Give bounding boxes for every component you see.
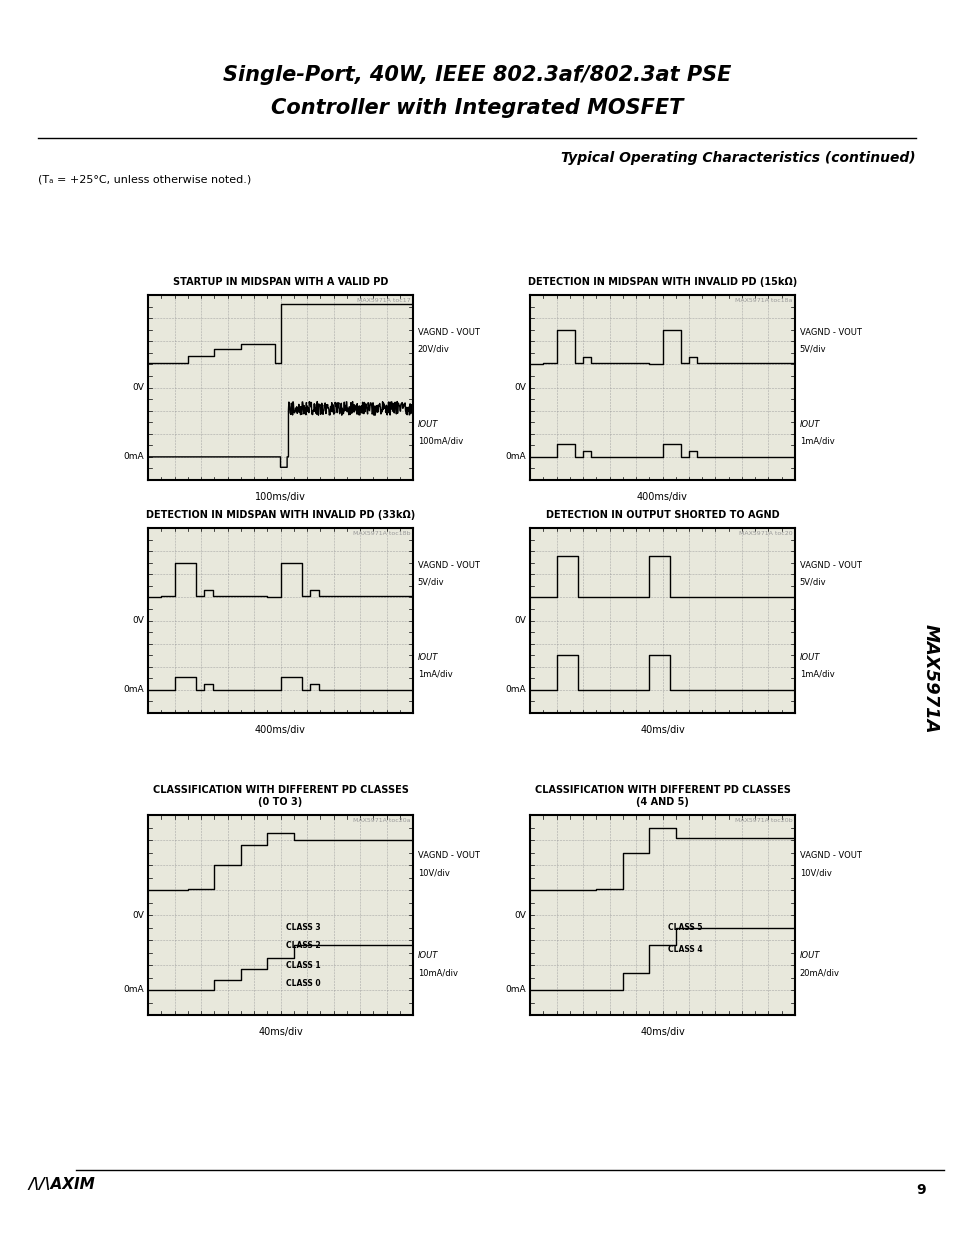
Text: 20V/div: 20V/div: [417, 345, 449, 353]
Text: 0V: 0V: [132, 616, 144, 625]
Text: CLASS 3: CLASS 3: [286, 923, 320, 931]
Text: VAGND - VOUT: VAGND - VOUT: [417, 851, 479, 860]
Text: (Tₐ = +25°C, unless otherwise noted.): (Tₐ = +25°C, unless otherwise noted.): [38, 175, 252, 185]
Text: VAGND - VOUT: VAGND - VOUT: [799, 851, 861, 860]
Text: MAX5971A toc20a: MAX5971A toc20a: [353, 818, 410, 823]
Text: VAGND - VOUT: VAGND - VOUT: [417, 327, 479, 336]
Text: 0mA: 0mA: [505, 986, 526, 994]
Text: 40ms/div: 40ms/div: [639, 725, 684, 735]
Text: 400ms/div: 400ms/div: [637, 493, 687, 503]
Text: 0V: 0V: [514, 383, 526, 391]
Text: 0mA: 0mA: [124, 685, 144, 694]
Text: MAX5971A toc20b: MAX5971A toc20b: [734, 818, 792, 823]
Text: IOUT: IOUT: [417, 653, 437, 662]
Text: 100ms/div: 100ms/div: [254, 493, 306, 503]
Text: VAGND - VOUT: VAGND - VOUT: [799, 561, 861, 569]
Text: 5V/div: 5V/div: [417, 577, 444, 587]
Text: IOUT: IOUT: [799, 653, 820, 662]
Text: CLASS 0: CLASS 0: [286, 979, 320, 988]
Text: CLASSIFICATION WITH DIFFERENT PD CLASSES
(4 AND 5): CLASSIFICATION WITH DIFFERENT PD CLASSES…: [534, 785, 790, 806]
Text: MAX5971A toc18a: MAX5971A toc18a: [734, 298, 792, 303]
Text: VAGND - VOUT: VAGND - VOUT: [799, 327, 861, 336]
Text: 0V: 0V: [132, 910, 144, 920]
Text: DETECTION IN OUTPUT SHORTED TO AGND: DETECTION IN OUTPUT SHORTED TO AGND: [545, 510, 779, 520]
Text: DETECTION IN MIDSPAN WITH INVALID PD (33kΩ): DETECTION IN MIDSPAN WITH INVALID PD (33…: [146, 510, 415, 520]
Text: CLASS 2: CLASS 2: [286, 941, 320, 951]
Text: 1mA/div: 1mA/div: [799, 437, 834, 446]
Text: 0mA: 0mA: [124, 986, 144, 994]
Text: 1mA/div: 1mA/div: [417, 669, 452, 679]
Text: Typical Operating Characteristics (continued): Typical Operating Characteristics (conti…: [560, 151, 915, 165]
Text: DETECTION IN MIDSPAN WITH INVALID PD (15kΩ): DETECTION IN MIDSPAN WITH INVALID PD (15…: [527, 277, 797, 287]
Text: MAX5971A: MAX5971A: [921, 625, 938, 734]
Text: MAX5971A toc17: MAX5971A toc17: [356, 298, 410, 303]
Text: STARTUP IN MIDSPAN WITH A VALID PD: STARTUP IN MIDSPAN WITH A VALID PD: [172, 277, 388, 287]
Text: CLASS 1: CLASS 1: [286, 961, 320, 969]
Text: IOUT: IOUT: [417, 951, 437, 960]
Text: 10mA/div: 10mA/div: [417, 968, 457, 977]
Text: Controller with Integrated MOSFET: Controller with Integrated MOSFET: [271, 98, 682, 119]
Text: 10V/div: 10V/div: [799, 868, 831, 878]
Text: 20mA/div: 20mA/div: [799, 968, 839, 977]
Text: 0mA: 0mA: [124, 452, 144, 462]
Text: 40ms/div: 40ms/div: [639, 1028, 684, 1037]
Text: IOUT: IOUT: [799, 420, 820, 429]
Text: 100mA/div: 100mA/div: [417, 437, 462, 446]
Text: 0V: 0V: [132, 383, 144, 391]
Text: 0mA: 0mA: [505, 685, 526, 694]
Text: 9: 9: [915, 1183, 924, 1197]
Text: MAX5971A toc18b: MAX5971A toc18b: [353, 531, 410, 536]
Text: IOUT: IOUT: [417, 420, 437, 429]
Text: 400ms/div: 400ms/div: [254, 725, 306, 735]
Text: /\/\AXIM: /\/\AXIM: [29, 1177, 95, 1193]
Text: CLASS 4: CLASS 4: [667, 945, 701, 953]
Text: IOUT: IOUT: [799, 951, 820, 960]
Text: 0V: 0V: [514, 616, 526, 625]
Text: 5V/div: 5V/div: [799, 345, 825, 353]
Text: 1mA/div: 1mA/div: [799, 669, 834, 679]
Text: MAX5971A toc20: MAX5971A toc20: [738, 531, 792, 536]
Text: CLASSIFICATION WITH DIFFERENT PD CLASSES
(0 TO 3): CLASSIFICATION WITH DIFFERENT PD CLASSES…: [152, 785, 408, 806]
Text: 40ms/div: 40ms/div: [258, 1028, 302, 1037]
Text: 5V/div: 5V/div: [799, 577, 825, 587]
Text: 0mA: 0mA: [505, 452, 526, 462]
Text: 0V: 0V: [514, 910, 526, 920]
Text: 10V/div: 10V/div: [417, 868, 449, 878]
Text: Single-Port, 40W, IEEE 802.3af/802.3at PSE: Single-Port, 40W, IEEE 802.3af/802.3at P…: [223, 65, 730, 85]
Text: CLASS 5: CLASS 5: [667, 923, 701, 931]
Text: VAGND - VOUT: VAGND - VOUT: [417, 561, 479, 569]
